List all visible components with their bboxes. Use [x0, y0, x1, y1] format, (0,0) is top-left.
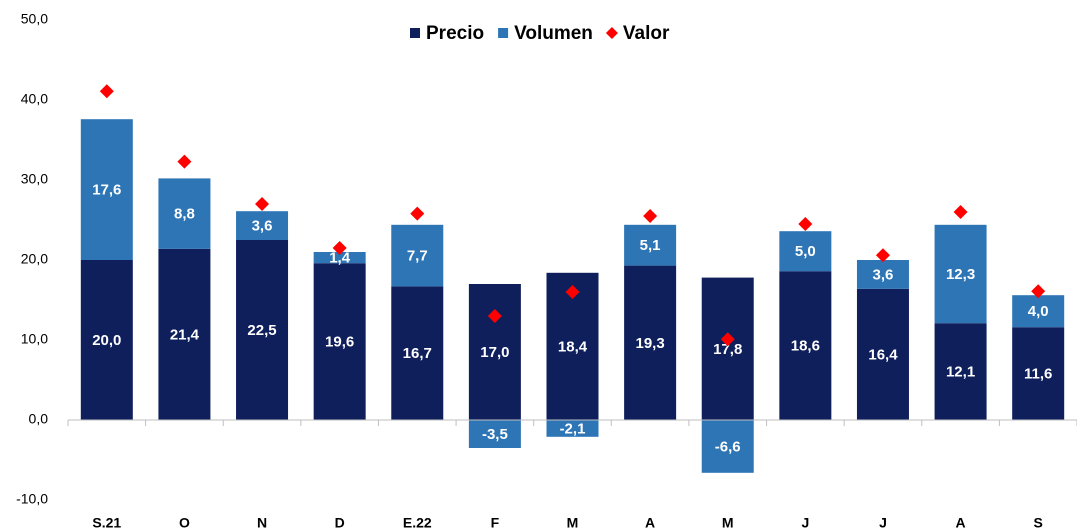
legend-label: Precio: [426, 23, 484, 44]
value-marker: [410, 206, 425, 221]
y-tick-label: 20,0: [21, 251, 48, 267]
data-label: 16,4: [868, 346, 898, 363]
bar-segment: [391, 224, 444, 287]
data-label: 18,4: [558, 338, 588, 355]
bar-segment: [391, 286, 444, 420]
data-label: 17,8: [713, 341, 742, 358]
x-tick-label: D: [335, 515, 345, 531]
bar-segment: [934, 323, 987, 420]
bar-segment: [158, 248, 211, 420]
bar-segment: [934, 224, 987, 324]
value-marker: [953, 205, 968, 219]
x-tick-label: S: [1034, 515, 1043, 531]
y-tick-label: 0,0: [29, 411, 49, 427]
data-label: 1,4: [329, 250, 351, 267]
bar-segment: [701, 277, 754, 420]
legend-marker: [410, 28, 420, 38]
x-tick-label: M: [567, 515, 579, 531]
data-label: 16,7: [403, 345, 432, 362]
bar-segment: [624, 265, 677, 420]
bar-segment: [856, 260, 909, 289]
data-label: -3,5: [482, 426, 508, 443]
value-marker: [643, 209, 658, 223]
bar-segment: [701, 420, 754, 473]
y-tick-label: 50,0: [21, 11, 48, 27]
x-tick-label: J: [801, 515, 809, 531]
data-label: 11,6: [1024, 366, 1052, 383]
legend-label: Volumen: [514, 23, 593, 44]
value-marker: [720, 332, 735, 347]
y-tick-label: 40,0: [21, 91, 48, 107]
bar-segment: [779, 271, 832, 420]
x-tick-label: M: [722, 515, 734, 531]
data-label: 17,0: [480, 344, 509, 361]
value-marker: [487, 309, 502, 323]
value-marker: [255, 197, 270, 211]
bar-segment: [1012, 295, 1065, 328]
value-marker: [798, 217, 813, 231]
y-tick-label: 10,0: [21, 331, 48, 347]
value-marker: [875, 248, 890, 263]
data-label: 22,5: [247, 322, 276, 339]
x-tick-label: A: [645, 515, 655, 531]
bar-segment: [546, 420, 599, 437]
data-label: 21,4: [170, 326, 200, 343]
data-label: 19,3: [636, 335, 665, 352]
data-label: 12,1: [946, 364, 975, 381]
x-tick-label: O: [179, 515, 190, 531]
legend-marker: [605, 27, 618, 39]
bar-segment: [236, 211, 289, 240]
y-tick-label: -10,0: [16, 491, 48, 507]
data-label: -6,6: [715, 438, 741, 455]
data-label: 19,6: [325, 334, 354, 351]
x-tick-label: S.21: [92, 515, 121, 531]
bar-segment: [80, 119, 133, 260]
x-tick-label: A: [956, 515, 966, 531]
value-marker: [332, 241, 347, 255]
value-marker: [177, 154, 192, 169]
legend-label: Valor: [623, 23, 670, 44]
bar-segment: [313, 252, 366, 264]
value-marker: [565, 285, 580, 299]
bar-segment: [158, 178, 211, 249]
legend-marker: [498, 28, 509, 38]
data-label: 5,1: [640, 237, 661, 254]
data-label: 18,6: [791, 338, 820, 355]
bar-segment: [468, 284, 521, 420]
bar-segment: [236, 240, 289, 420]
bar-segment: [1012, 327, 1065, 420]
value-marker: [1031, 284, 1046, 299]
data-label: 7,7: [407, 248, 428, 265]
y-tick-label: 30,0: [21, 171, 48, 187]
data-label: 8,8: [174, 206, 195, 223]
bar-segment: [624, 224, 677, 266]
value-marker: [99, 84, 114, 99]
data-label: 5,0: [795, 243, 816, 260]
data-label: 3,6: [252, 218, 273, 235]
bar-segment: [856, 288, 909, 420]
data-label: 3,6: [873, 266, 894, 283]
bar-segment: [779, 231, 832, 272]
data-label: 17,6: [92, 182, 121, 199]
x-tick-label: J: [879, 515, 887, 531]
data-label: 4,0: [1028, 303, 1049, 320]
data-label: 20,0: [92, 332, 121, 349]
bar-segment: [313, 263, 366, 420]
bar-segment: [468, 420, 521, 448]
data-label: -2,1: [560, 420, 586, 437]
x-tick-label: F: [491, 515, 500, 531]
bar-segment: [80, 260, 133, 420]
x-tick-label: E.22: [403, 515, 432, 531]
x-tick-label: N: [257, 515, 267, 531]
data-label: 12,3: [946, 266, 975, 283]
